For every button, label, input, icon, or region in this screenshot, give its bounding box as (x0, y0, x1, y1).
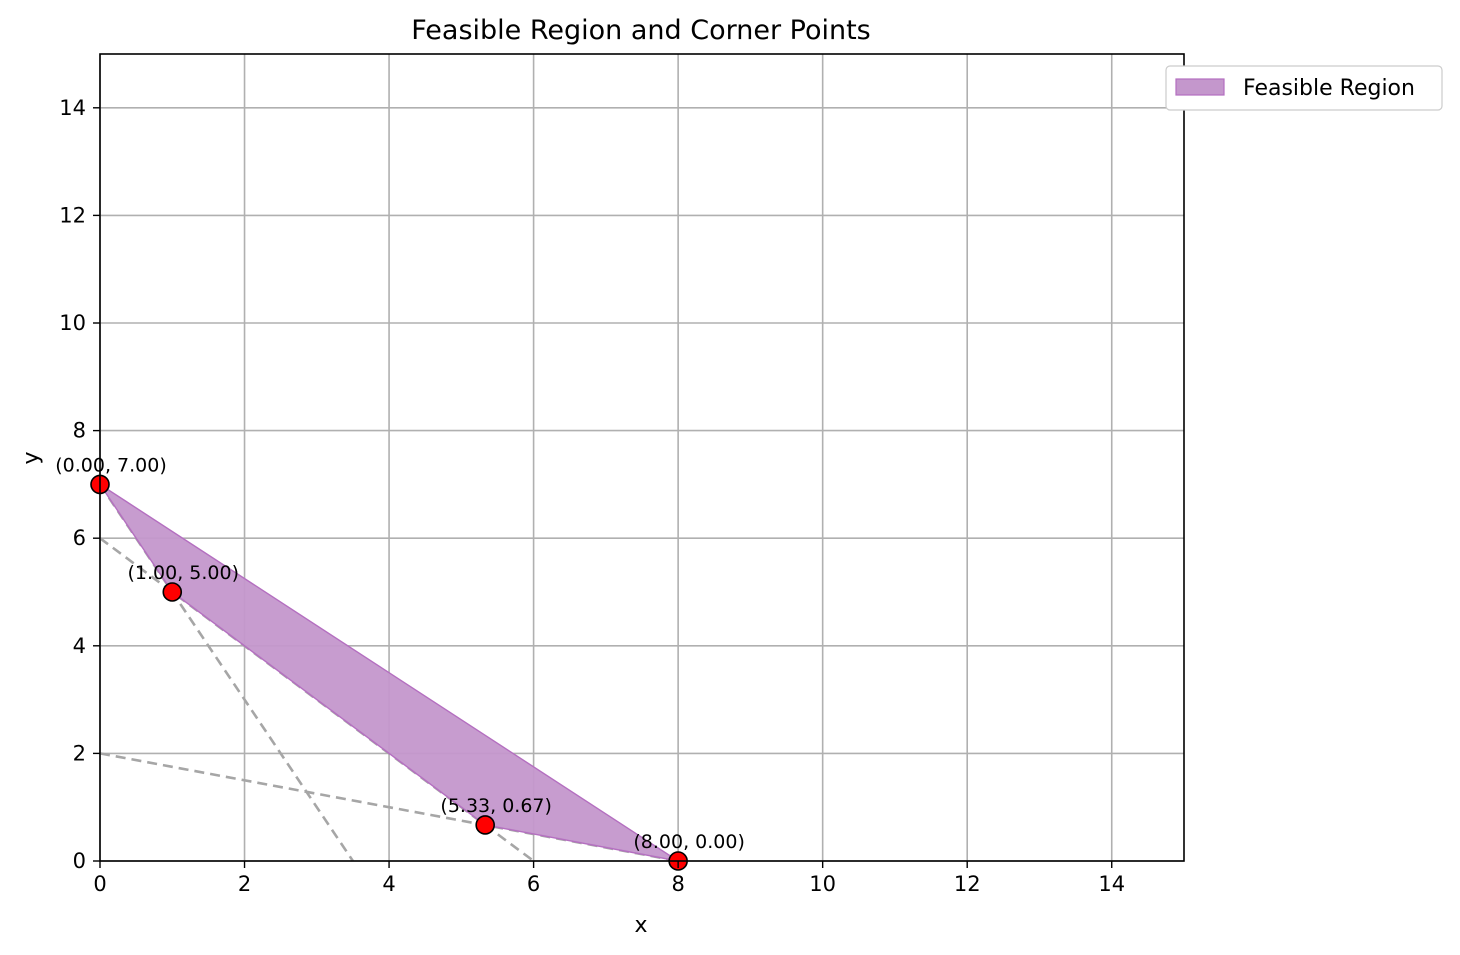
x-tick-label: 2 (238, 872, 251, 896)
x-tick-label: 8 (671, 872, 684, 896)
legend-swatch (1175, 78, 1225, 96)
corner-point (475, 815, 495, 835)
point-annotations: (0.00, 7.00) (1.00, 5.00) (5.33, 0.67) (8.0… (55, 454, 745, 853)
y-tick-label: 0 (73, 849, 86, 873)
y-tick-label: 4 (73, 634, 86, 658)
legend: Feasible Region (1165, 65, 1443, 111)
y-tick-label: 8 (73, 419, 86, 443)
feasible-region (99, 483, 679, 862)
constraint-line (98, 483, 355, 862)
y-tick-label: 2 (73, 741, 86, 765)
feasible-region-layer (99, 483, 679, 862)
x-tick-label: 4 (382, 872, 395, 896)
chart-title: Feasible Region and Corner Points (411, 15, 871, 46)
corner-point (162, 582, 183, 602)
x-axis-label: x (634, 913, 647, 938)
y-axis-label: y (19, 451, 44, 464)
corner-point-label: (1.00, 5.00) (128, 562, 240, 584)
x-tick-label: 10 (809, 872, 836, 896)
y-tick-label: 6 (73, 526, 86, 550)
x-tick-label: 14 (1098, 872, 1125, 896)
x-tick-label: 12 (954, 872, 981, 896)
legend-label-feasible-region: Feasible Region (1243, 76, 1415, 101)
corner-points (90, 474, 688, 871)
corner-point-label: (5.33, 0.67) (440, 795, 552, 817)
y-tick-label: 10 (59, 311, 86, 335)
y-tick-label: 12 (59, 203, 86, 227)
x-tick-label: 0 (93, 872, 106, 896)
axes-frame (99, 53, 1185, 862)
y-tick-label: 14 (59, 96, 86, 120)
corner-point-label: (0.00, 7.00) (55, 454, 167, 476)
legend-frame (1165, 65, 1443, 111)
axis-ticks: 0 2 4 6 8 10 12 14 0 2 4 6 8 10 12 14 (59, 96, 1125, 896)
constraint-line (99, 752, 679, 863)
x-tick-label: 6 (527, 872, 540, 896)
corner-point-label: (8.00, 0.00) (633, 831, 745, 853)
grid (99, 54, 1184, 862)
